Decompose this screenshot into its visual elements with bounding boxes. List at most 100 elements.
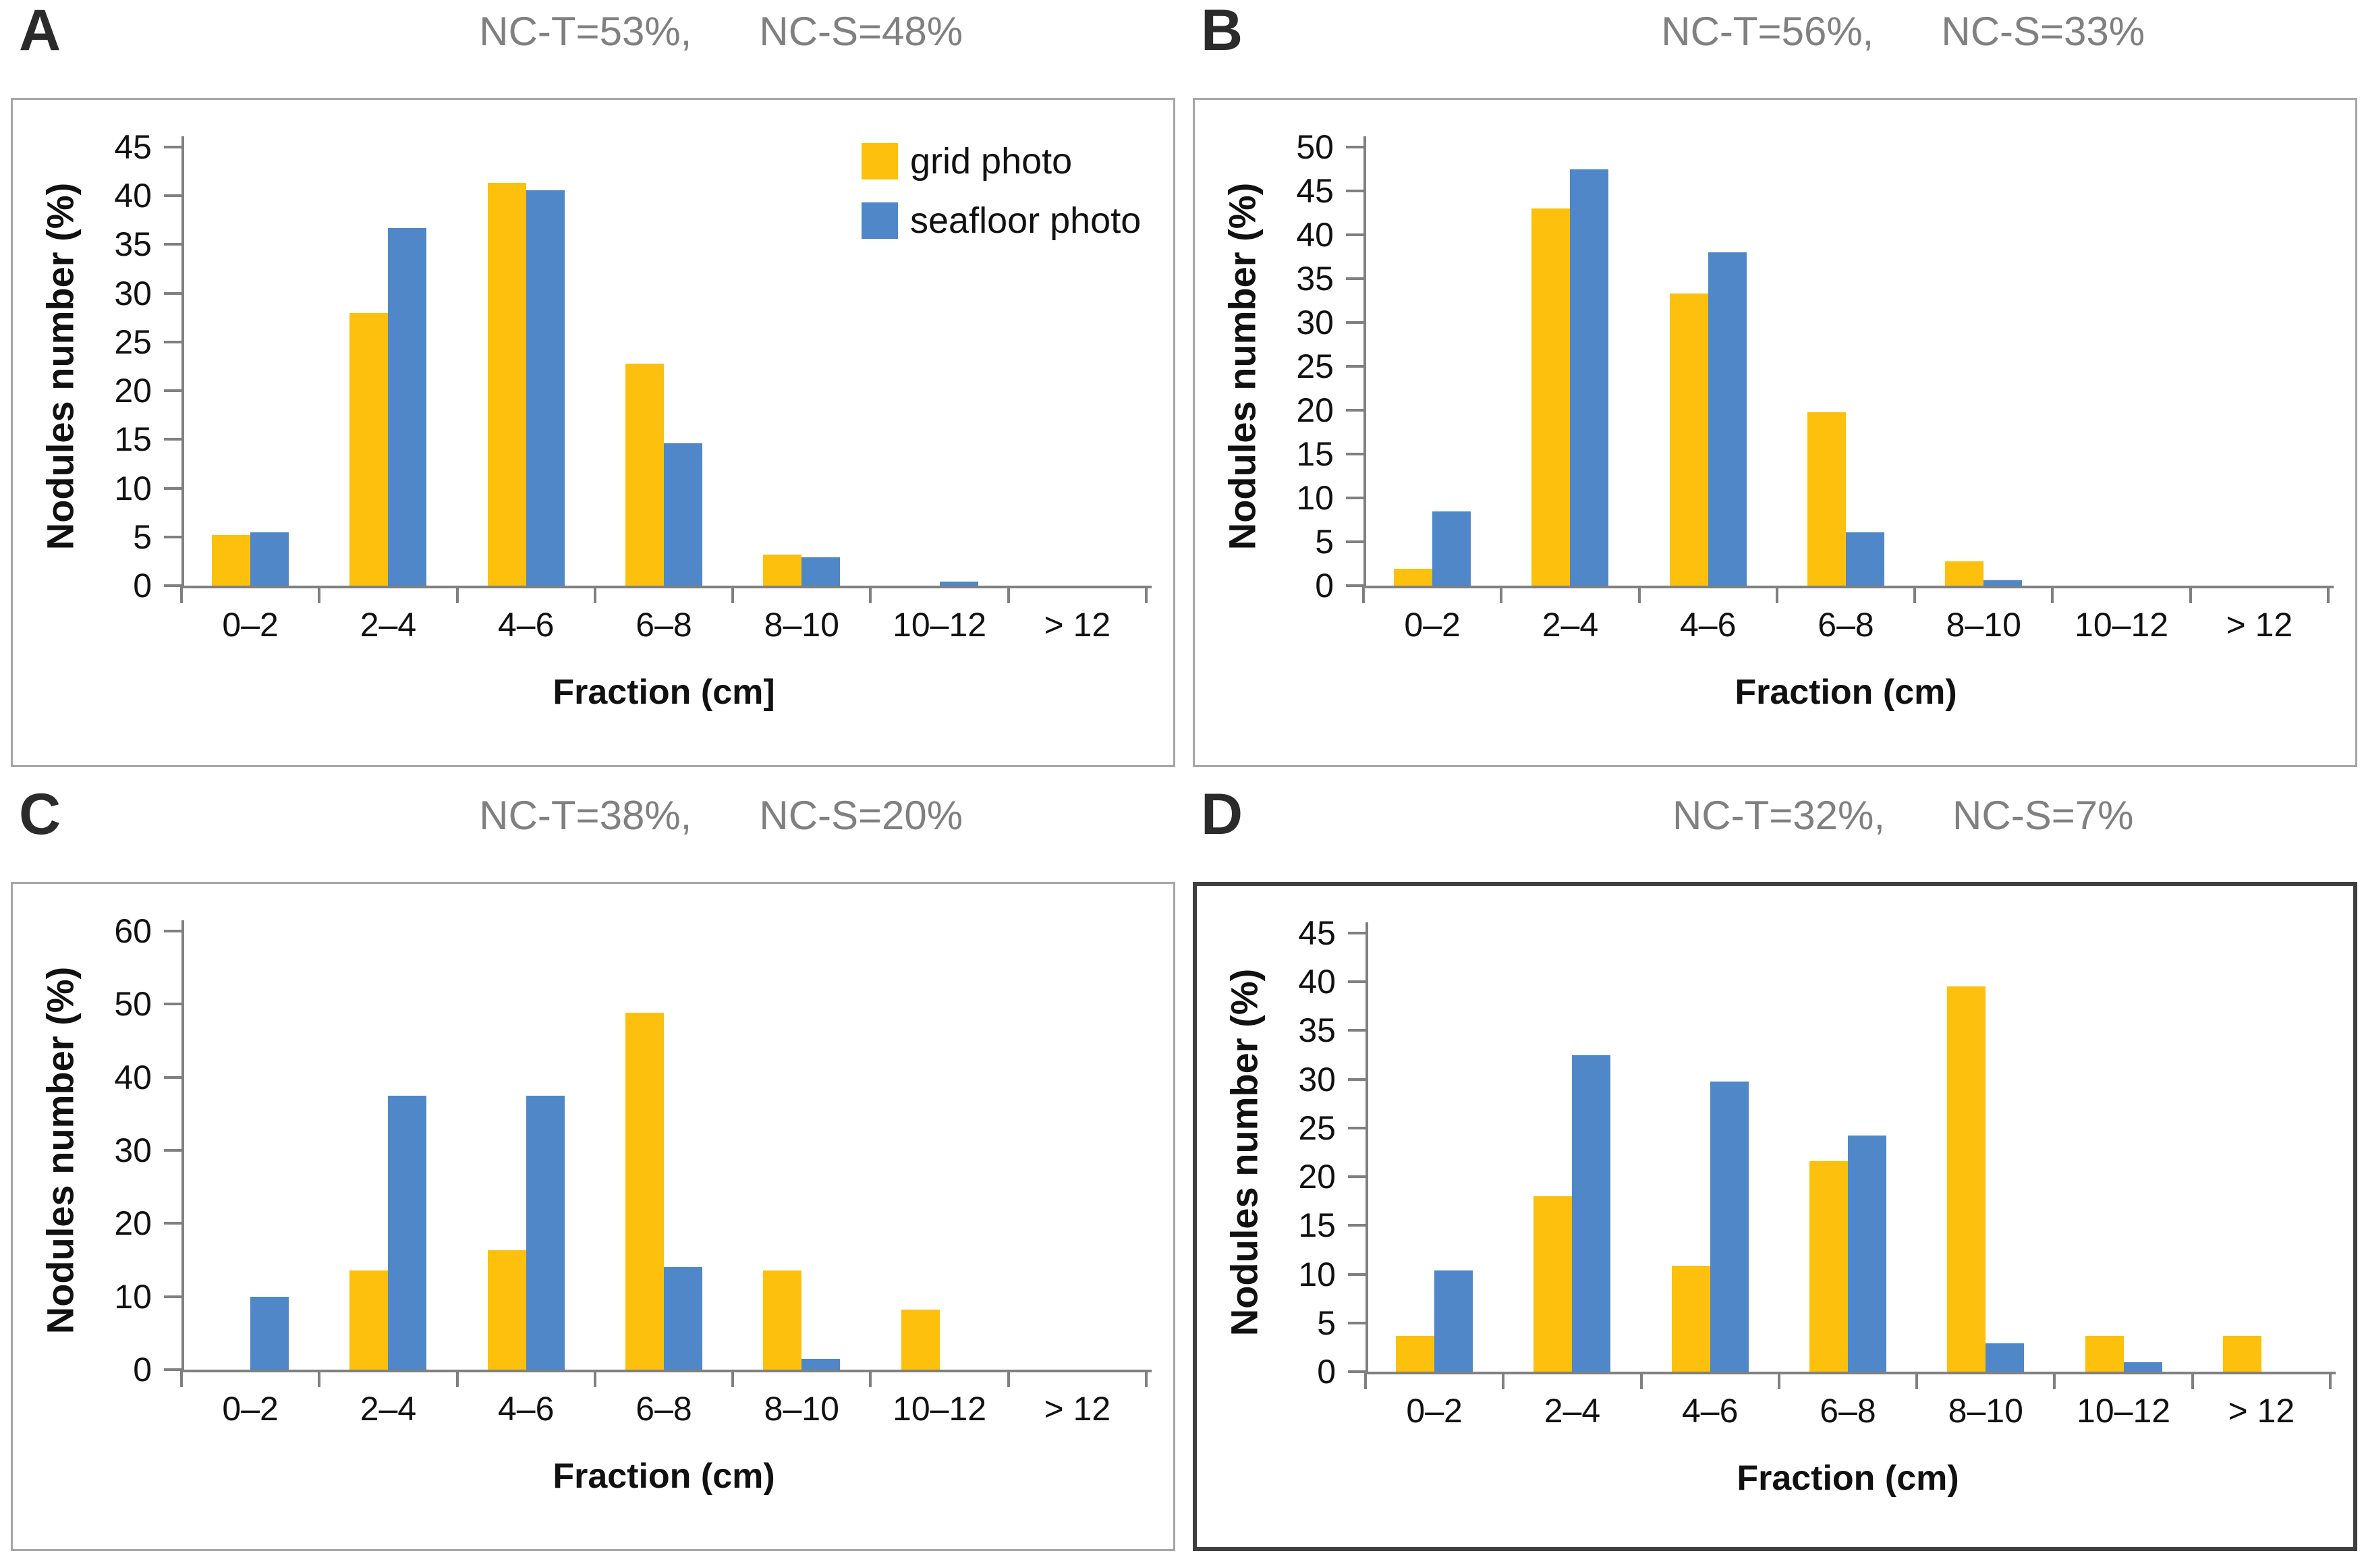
y-axis-line [181,136,184,586]
category-label: 0–2 [1404,606,1461,644]
y-tick-label: 15 [1296,435,1334,473]
bar-grid-photo [1669,293,1708,586]
panel-title: NC-T=32%, NC-S=7% [1537,792,2270,839]
y-tick-mark [1346,233,1363,236]
y-tick-mark [1346,453,1363,455]
x-boundary-tick [2053,1374,2056,1389]
y-tick-label: 20 [114,1204,152,1243]
y-tick-mark [164,146,181,148]
nc-t-value: NC-T=32%, [1672,793,1886,838]
nc-t-value: NC-T=53%, [479,9,692,54]
nc-s-value: NC-S=48% [759,9,963,54]
legend-item-seafloor-photo: seafloor photo [862,200,1141,242]
category-label: 10–12 [2075,606,2169,644]
y-tick-mark [164,438,181,441]
nc-s-value: NC-S=33% [1941,9,2145,54]
y-axis-line [1363,136,1366,586]
y-tick-mark [164,1075,181,1079]
category-label: 4–6 [1681,1392,1739,1430]
category-label: 2–4 [360,606,417,644]
y-tick-label: 45 [1298,914,1336,952]
x-boundary-tick [1500,588,1503,603]
category-label: > 12 [2228,1392,2295,1430]
bar-grid-photo [901,1310,940,1370]
legend-label: seafloor photo [910,200,1142,241]
y-tick-mark [1348,932,1366,934]
x-boundary-tick [2327,588,2330,603]
y-tick-mark [1348,1370,1366,1373]
bar-seafloor-photo [1434,1270,1473,1372]
nc-s-value: NC-S=20% [759,793,963,838]
y-tick-mark [164,486,181,490]
x-boundary-tick [2191,1374,2194,1389]
x-axis-line [180,1370,1152,1372]
bar-seafloor-photo [2123,1362,2162,1372]
y-tick-mark [164,1222,181,1225]
y-tick-label: 50 [1296,128,1334,166]
category-label: 10–12 [2077,1392,2171,1430]
x-boundary-tick [1637,588,1641,603]
legend: grid photo seafloor photo [862,140,1141,242]
bar-grid-photo [763,1270,802,1370]
category-label: 6–8 [1820,1392,1876,1430]
category-label: 6–8 [636,606,692,644]
y-tick-label: 30 [114,1131,152,1169]
y-tick-mark [1348,1321,1366,1324]
y-tick-label: 5 [1315,523,1334,561]
category-label: 10–12 [893,1390,987,1428]
category-label: 4–6 [1679,606,1737,644]
y-tick-label: 30 [114,274,152,312]
panel-label: B [1201,0,1244,63]
y-tick-label: 0 [1317,1353,1336,1391]
category-label: 6–8 [1818,606,1874,644]
panel-b: B NC-T=56%, NC-S=33% Nodules number (%) 0… [1182,0,2364,784]
y-tick-label: 35 [1296,260,1334,298]
bar-seafloor-photo [1848,1136,1886,1372]
y-tick-label: 30 [1298,1060,1336,1098]
category-label: 10–12 [893,606,987,644]
y-tick-label: 20 [114,372,152,410]
category-label: 0–2 [1406,1392,1463,1430]
x-boundary-tick [455,1372,459,1387]
y-tick-mark [1348,1175,1366,1179]
y-tick-mark [1346,409,1363,412]
x-boundary-tick [2051,588,2054,603]
category-label: 8–10 [764,1390,839,1428]
x-boundary-tick [731,588,735,603]
y-tick-mark [1348,1126,1366,1129]
bar-seafloor-photo [1432,511,1471,586]
y-tick-label: 15 [114,420,152,459]
x-boundary-tick [869,588,872,603]
y-axis-line [181,920,184,1370]
x-axis-title: Fraction (cm) [1737,1459,1959,1498]
x-boundary-tick [1775,588,1778,603]
seafloor-photo-swatch-icon [862,202,898,239]
y-tick-mark [1346,146,1363,148]
y-tick-label: 60 [114,912,152,950]
y-tick-mark [1348,1224,1366,1227]
x-boundary-tick [593,588,596,603]
y-tick-label: 45 [114,128,152,166]
y-tick-mark [164,243,181,246]
category-label: 8–10 [1948,1392,2023,1430]
legend-label: grid photo [910,141,1073,181]
y-tick-label: 30 [1296,304,1334,341]
panel-title: NC-T=38%, NC-S=20% [355,792,1088,839]
x-boundary-tick [180,1372,183,1387]
category-label: > 12 [1044,606,1111,644]
x-axis-title: Fraction (cm) [1735,673,1957,712]
bar-grid-photo [1671,1265,1710,1372]
bar-grid-photo [1947,986,1986,1372]
y-tick-label: 40 [114,1058,152,1096]
bar-seafloor-photo [1708,252,1747,586]
y-tick-label: 0 [133,1351,152,1389]
category-label: 4–6 [497,606,555,644]
x-boundary-tick [1502,1374,1505,1389]
y-tick-label: 5 [1317,1304,1336,1342]
y-tick-label: 20 [1298,1158,1336,1196]
x-boundary-tick [455,588,459,603]
y-tick-mark [1346,190,1363,192]
bar-grid-photo [487,183,526,586]
